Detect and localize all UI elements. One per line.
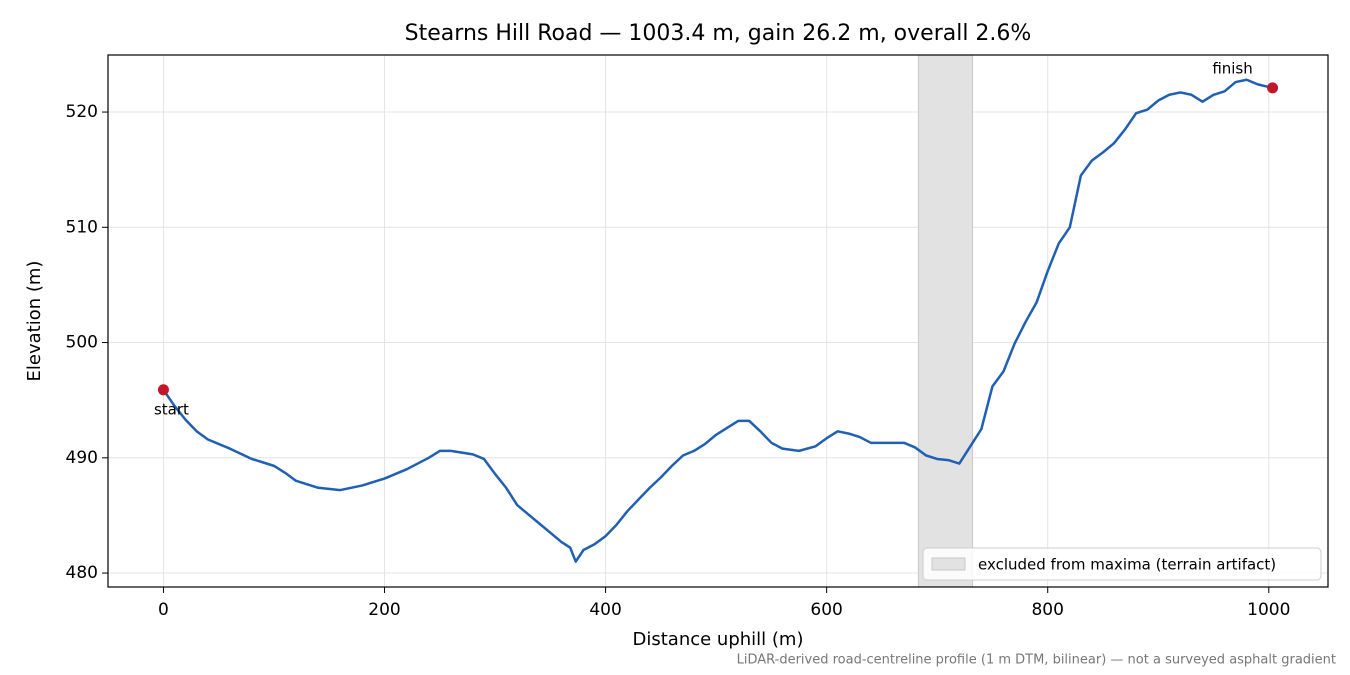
y-tick-label: 480 xyxy=(66,563,98,583)
endpoint-marker xyxy=(157,384,169,396)
x-tick-label: 200 xyxy=(368,600,400,620)
y-tick-label: 520 xyxy=(66,102,98,122)
x-axis-label: Distance uphill (m) xyxy=(633,629,804,650)
x-tick-label: 600 xyxy=(810,600,842,620)
x-tick-label: 1000 xyxy=(1247,600,1290,620)
x-tick-label: 400 xyxy=(589,600,621,620)
chart-title: Stearns Hill Road — 1003.4 m, gain 26.2 … xyxy=(405,21,1032,46)
y-tick-label: 510 xyxy=(66,217,98,237)
legend-label: excluded from maxima (terrain artifact) xyxy=(978,556,1276,574)
x-tick-label: 800 xyxy=(1031,600,1063,620)
x-tick-label: 0 xyxy=(158,600,169,620)
endpoint-marker xyxy=(1267,82,1279,94)
plot-frame xyxy=(107,54,1329,588)
endpoint-label: start xyxy=(154,400,189,418)
y-tick-label: 500 xyxy=(66,333,98,353)
legend-box xyxy=(922,547,1322,581)
profile-line xyxy=(162,78,1273,563)
y-axis-label: Elevation (m) xyxy=(24,261,45,382)
legend-swatch xyxy=(931,557,966,571)
excluded-span xyxy=(917,54,974,588)
y-tick-label: 490 xyxy=(66,448,98,468)
endpoint-label: finish xyxy=(1212,59,1252,77)
footnote: LiDAR-derived road-centreline profile (1… xyxy=(737,653,1336,668)
